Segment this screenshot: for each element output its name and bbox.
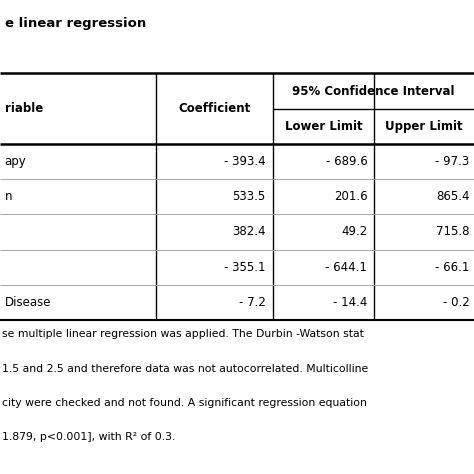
Text: riable: riable (5, 102, 43, 115)
Text: 533.5: 533.5 (232, 190, 265, 203)
Text: se multiple linear regression was applied. The Durbin -Watson stat: se multiple linear regression was applie… (2, 329, 364, 339)
Text: Upper Limit: Upper Limit (385, 120, 463, 133)
Text: 201.6: 201.6 (334, 190, 367, 203)
Text: city were checked and not found. A significant regression equation: city were checked and not found. A signi… (2, 398, 367, 408)
Text: Coefficient: Coefficient (178, 102, 251, 115)
Text: 49.2: 49.2 (341, 226, 367, 238)
Text: - 14.4: - 14.4 (333, 296, 367, 309)
Text: - 689.6: - 689.6 (326, 155, 367, 168)
Text: - 7.2: - 7.2 (238, 296, 265, 309)
Text: - 66.1: - 66.1 (435, 261, 469, 273)
Text: n: n (5, 190, 12, 203)
Text: Lower Limit: Lower Limit (285, 120, 362, 133)
Text: Disease: Disease (5, 296, 51, 309)
Text: 1.5 and 2.5 and therefore data was not autocorrelated. Multicolline: 1.5 and 2.5 and therefore data was not a… (2, 364, 369, 374)
Text: e linear regression: e linear regression (5, 17, 146, 29)
Text: - 644.1: - 644.1 (326, 261, 367, 273)
Text: apy: apy (5, 155, 27, 168)
Text: 715.8: 715.8 (436, 226, 469, 238)
Text: - 355.1: - 355.1 (224, 261, 265, 273)
Text: 95% Confidence Interval: 95% Confidence Interval (292, 84, 455, 98)
Text: - 97.3: - 97.3 (435, 155, 469, 168)
Text: - 0.2: - 0.2 (443, 296, 469, 309)
Text: 1.879, p<0.001], with R² of 0.3.: 1.879, p<0.001], with R² of 0.3. (2, 432, 176, 442)
Text: 865.4: 865.4 (436, 190, 469, 203)
Text: 382.4: 382.4 (232, 226, 265, 238)
Text: - 393.4: - 393.4 (224, 155, 265, 168)
